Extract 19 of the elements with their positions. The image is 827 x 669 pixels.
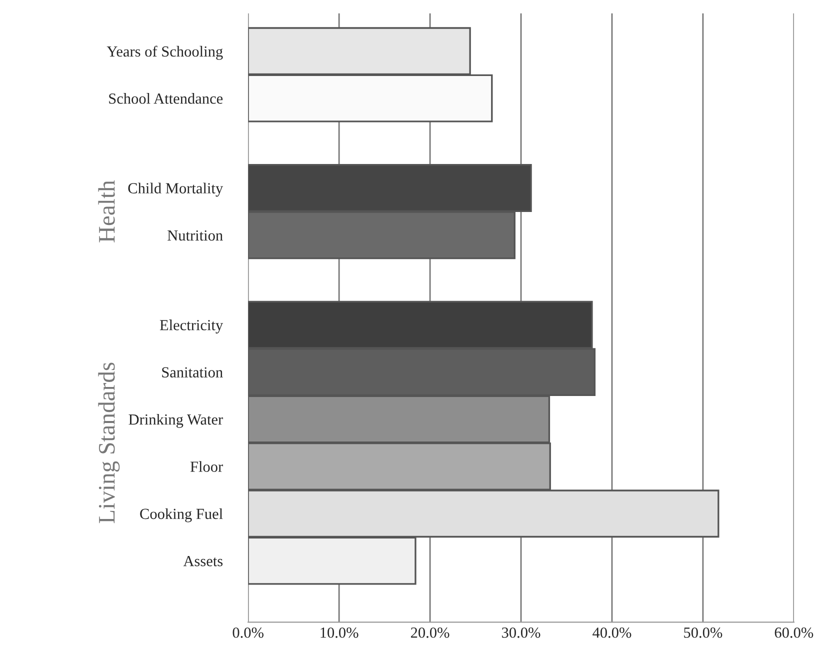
y-tick-label: Sanitation bbox=[162, 367, 223, 378]
x-tick-label: 20.0% bbox=[410, 627, 450, 638]
y-tick-label: Cooking Fuel bbox=[140, 508, 223, 522]
y-tick-label: Floor bbox=[190, 461, 223, 472]
y-tick-label: School Attendance bbox=[109, 93, 223, 104]
x-tick-label: 50.0% bbox=[684, 627, 722, 638]
x-tick-label: 30.0% bbox=[502, 627, 540, 638]
x-tick-label: 10.0% bbox=[320, 627, 358, 638]
y-tick-label: Electricity bbox=[160, 320, 224, 334]
y-tick-label: Drinking Water bbox=[128, 414, 223, 428]
y-tick-label: Assets bbox=[183, 556, 223, 566]
x-tick-label: 0.0% bbox=[232, 627, 264, 638]
text: Health bbox=[98, 180, 115, 242]
y-tick-label: Child Mortality bbox=[128, 182, 224, 197]
x-tick-label: 40.0% bbox=[592, 627, 632, 638]
y-tick-label: Years of Schooling bbox=[106, 46, 223, 60]
text: Living Standards bbox=[98, 362, 120, 524]
y-tick-label: Nutrition bbox=[168, 230, 223, 241]
x-tick-label: 60.0% bbox=[774, 627, 814, 638]
